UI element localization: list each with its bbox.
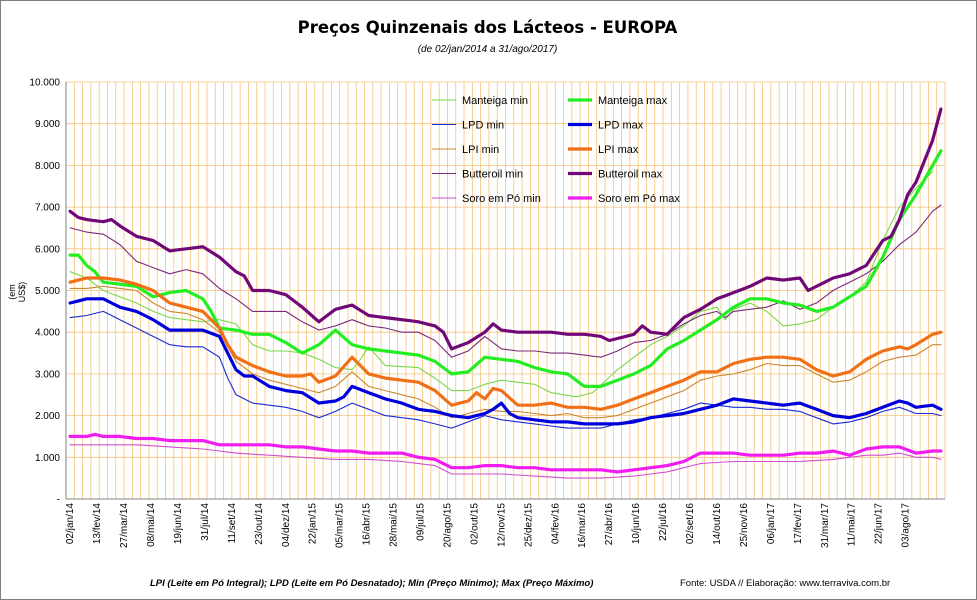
- x-tick-label: 25/nov/16: [739, 503, 750, 547]
- x-tick-label: 06/jan/17: [766, 503, 777, 545]
- x-tick-label: 31/mar/17: [820, 503, 831, 548]
- x-tick-label: 02/out/15: [469, 503, 480, 545]
- series-line-lpi-max: [68, 276, 943, 411]
- x-tick-label: 28/mai/15: [389, 503, 400, 547]
- x-tick-label: 27/abr/16: [604, 503, 615, 546]
- series-line-butteroil-min: [69, 204, 942, 358]
- x-tick-label: 08/mai/14: [146, 503, 157, 547]
- series-line-manteiga-max: [68, 149, 943, 388]
- chart-subtitle: (de 02/jan/2014 a 31/ago/2017): [417, 44, 558, 55]
- y-tick-label: -: [57, 495, 60, 506]
- x-tick-label: 27/mar/14: [119, 503, 130, 548]
- series-lines: [68, 107, 943, 479]
- x-tick-label: 22/jan/15: [308, 503, 319, 545]
- x-tick-label: 25/dez/15: [523, 503, 534, 547]
- x-tick-label: 17/fev/17: [793, 503, 804, 545]
- x-tick-label: 05/mar/15: [335, 503, 346, 548]
- series-line-lpd-min: [69, 310, 942, 429]
- legend-label: LPD max: [598, 120, 644, 132]
- axes: - 1.000 2.000 3.000 4.000 5.000 6.000 7.000 8.00…: [29, 78, 945, 548]
- legend-label: LPI min: [462, 144, 499, 156]
- legend-label: Butteroil min: [462, 169, 523, 181]
- y-tick-label: 7.000: [35, 203, 60, 214]
- series-line-butteroil-max: [68, 107, 943, 351]
- legend: Manteiga min Manteiga max LPD min LPD max LP…: [432, 95, 680, 205]
- legend-label: Butteroil max: [598, 169, 663, 181]
- footnote-abbreviations: LPI (Leite em Pó Integral); LPD (Leite e…: [150, 578, 594, 589]
- x-tick-label: 09/jul/15: [416, 503, 427, 541]
- x-tick-label: 23/out/14: [254, 503, 265, 545]
- series-line-soro-em-p-max: [68, 432, 943, 474]
- y-tick-label: 9.000: [35, 119, 60, 130]
- x-tick-label: 11/mai/17: [847, 503, 858, 547]
- x-tick-label: 12/nov/15: [496, 503, 507, 547]
- y-tick-label: 8.000: [35, 161, 60, 172]
- x-tick-label: 22/jun/17: [874, 503, 885, 545]
- series-line-lpd-max: [68, 297, 943, 426]
- x-tick-label: 04/fev/16: [550, 503, 561, 545]
- footnote-source: Fonte: USDA // Elaboração: www.terraviva…: [680, 578, 891, 589]
- x-tick-label: 11/set/14: [227, 503, 238, 544]
- x-tick-label: 14/out/16: [712, 503, 723, 545]
- y-tick-label: 1.000: [35, 453, 60, 464]
- x-tick-label: 10/jun/16: [631, 503, 642, 545]
- y-tick-label: 2.000: [35, 411, 60, 422]
- grid-lines: [65, 81, 946, 499]
- x-tick-label: 02/set/16: [685, 503, 696, 545]
- y-tick-label: 10.000: [29, 78, 60, 89]
- y-tick-label: 4.000: [35, 328, 60, 339]
- x-tick-label: 13/fev/14: [92, 503, 103, 545]
- y-tick-label: 3.000: [35, 369, 60, 380]
- x-tick-label: 31/jul/14: [200, 503, 211, 541]
- y-tick-label: 5.000: [35, 286, 60, 297]
- legend-label: LPD min: [462, 120, 504, 132]
- x-tick-label: 22/jul/16: [658, 503, 669, 541]
- chart-title: Preços Quinzenais dos Lácteos - EUROPA: [297, 18, 678, 37]
- x-tick-label: 16/abr/15: [362, 503, 373, 546]
- legend-label: Manteiga max: [598, 95, 668, 107]
- legend-label: Soro em Pó min: [462, 193, 541, 205]
- series-line-soro-em-p-min: [69, 444, 942, 479]
- legend-label: Manteiga min: [462, 95, 528, 107]
- legend-label: Soro em Pó max: [598, 193, 680, 205]
- x-tick-label: 19/jun/14: [173, 503, 184, 545]
- y-tick-label: 6.000: [35, 244, 60, 255]
- x-tick-label: 03/ago/17: [901, 503, 912, 548]
- series-line-lpi-min: [69, 285, 942, 419]
- x-tick-label: 20/ago/15: [442, 503, 453, 548]
- x-tick-label: 02/jan/14: [65, 503, 76, 545]
- legend-label: LPI max: [598, 144, 639, 156]
- x-tick-label: 16/mar/16: [577, 503, 588, 548]
- x-tick-label: 04/dez/14: [281, 503, 292, 547]
